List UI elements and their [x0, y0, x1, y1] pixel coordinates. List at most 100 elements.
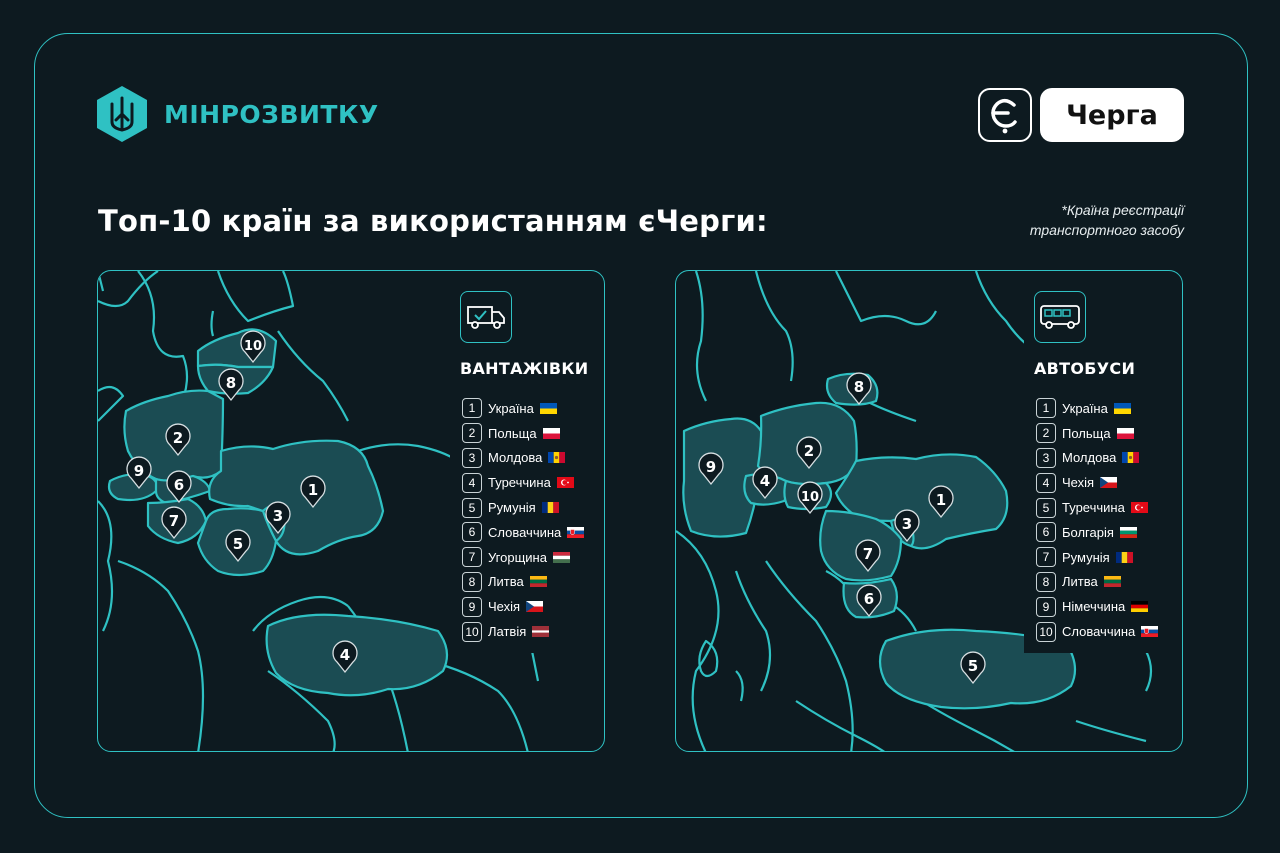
map-pin-1: 1: [928, 485, 954, 519]
list-item: 8 Литва: [1036, 570, 1158, 595]
map-pin-8: 8: [218, 368, 244, 402]
map-pin-10: 10: [797, 481, 823, 515]
flag-de-icon: [1131, 601, 1149, 613]
country-name: Чехія: [488, 599, 521, 615]
page-title: Топ-10 країн за використанням єЧерги:: [98, 204, 768, 238]
list-item: 6 Болгарія: [1036, 520, 1158, 545]
rank-badge: 10: [462, 621, 482, 642]
rank-badge: 7: [462, 547, 482, 568]
footnote-line-2: транспортного засобу: [1029, 222, 1184, 238]
map-pin-8: 8: [846, 372, 872, 406]
map-pin-label: 10: [244, 339, 262, 354]
country-name: Болгарія: [1062, 524, 1114, 540]
rank-badge: 6: [462, 522, 482, 543]
trucks-map-panel: 1 2 3 4 5 6 7 8 9 10 ВАНТАЖІВКИ 1 Україна 2 Польща 3 М…: [97, 270, 605, 752]
country-name: Польща: [488, 425, 537, 441]
trucks-map: 1 2 3 4 5 6 7 8 9 10: [98, 271, 540, 751]
map-pin-9: 9: [126, 456, 152, 490]
rank-badge: 9: [1036, 596, 1056, 617]
rank-badge: 6: [1036, 522, 1056, 543]
rank-badge: 2: [462, 423, 482, 444]
flag-hu-icon: [552, 551, 570, 563]
list-item: 4 Туреччина: [462, 470, 584, 495]
echerga-logo-icon: [978, 88, 1032, 142]
country-name: Чехія: [1062, 475, 1095, 491]
list-item: 10 Словаччина: [1036, 619, 1159, 644]
flag-pl-icon: [1116, 427, 1134, 439]
map-pin-label: 8: [854, 378, 864, 396]
flag-lv-icon: [532, 626, 550, 638]
map-pin-label: 3: [273, 507, 283, 525]
country-name: Німеччина: [1062, 599, 1126, 615]
list-item: 6 Словаччина: [462, 520, 585, 545]
ministry-logo: МІНРОЗВИТКУ: [94, 84, 379, 144]
flag-tr-icon: [1130, 502, 1148, 514]
country-name: Польща: [1062, 425, 1111, 441]
rank-badge: 1: [462, 398, 482, 419]
rank-badge: 9: [462, 596, 482, 617]
list-item: 7 Румунія: [1036, 545, 1158, 570]
map-pin-3: 3: [894, 509, 920, 543]
flag-ua-icon: [539, 402, 557, 414]
buses-map-markers: 1 2 3 4 5 6 7 8 9 10: [698, 372, 986, 685]
map-pin-10: 10: [240, 330, 266, 364]
list-item: 4 Чехія: [1036, 470, 1158, 495]
map-pin-2: 2: [165, 423, 191, 457]
buses-title: АВТОБУСИ: [1034, 359, 1136, 378]
country-name: Україна: [488, 400, 534, 416]
list-item: 9 Чехія: [462, 594, 584, 619]
rank-badge: 1: [1036, 398, 1056, 419]
flag-lt-icon: [1103, 576, 1121, 588]
list-item: 1 Україна: [462, 396, 584, 421]
footnote: *Країна реєстрації транспортного засобу: [1030, 200, 1184, 240]
map-pin-label: 7: [169, 512, 179, 530]
rank-badge: 8: [462, 571, 482, 592]
list-item: 1 Україна: [1036, 396, 1158, 421]
flag-ro-icon: [541, 502, 559, 514]
trucks-map-markers: 1 2 3 4 5 6 7 8 9 10: [126, 330, 358, 674]
buses-rows: 1 Україна 2 Польща 3 Молдова 4 Чехія 5 Туреччина 6…: [1036, 396, 1159, 644]
brand-name: Черга: [1040, 88, 1184, 142]
rank-badge: 10: [1036, 621, 1056, 642]
list-item: 2 Польща: [1036, 421, 1158, 446]
map-pin-1: 1: [300, 475, 326, 509]
flag-tr-icon: [556, 477, 574, 489]
rank-badge: 4: [1036, 472, 1056, 493]
country-name: Туреччина: [488, 475, 551, 491]
map-pin-7: 7: [855, 539, 881, 573]
list-item: 9 Німеччина: [1036, 594, 1158, 619]
trucks-title: ВАНТАЖІВКИ: [460, 359, 589, 378]
country-name: Туреччина: [1062, 500, 1125, 516]
footnote-line-1: *Країна реєстрації: [1061, 202, 1184, 218]
rank-badge: 3: [1036, 447, 1056, 468]
map-pin-label: 2: [173, 429, 183, 447]
map-pin-3: 3: [265, 501, 291, 535]
flag-lt-icon: [529, 576, 547, 588]
outer-frame: [34, 33, 1248, 818]
flag-cz-icon: [1100, 477, 1118, 489]
bus-icon: [1034, 291, 1086, 343]
rank-badge: 5: [1036, 497, 1056, 518]
country-name: Латвія: [488, 624, 527, 640]
trucks-rows: 1 Україна 2 Польща 3 Молдова 4 Туреччина 5 Румуні…: [462, 396, 585, 644]
map-pin-label: 2: [804, 442, 814, 460]
rank-badge: 2: [1036, 423, 1056, 444]
list-item: 2 Польща: [462, 421, 584, 446]
map-pin-7: 7: [161, 506, 187, 540]
flag-md-icon: [548, 452, 566, 464]
list-item: 3 Молдова: [1036, 446, 1158, 471]
map-pin-label: 6: [174, 476, 184, 494]
rank-badge: 7: [1036, 547, 1056, 568]
list-item: 5 Румунія: [462, 495, 584, 520]
map-pin-6: 6: [856, 584, 882, 618]
rank-badge: 5: [462, 497, 482, 518]
flag-bg-icon: [1119, 526, 1137, 538]
map-pin-6: 6: [166, 470, 192, 504]
map-pin-label: 4: [760, 472, 770, 490]
map-pin-5: 5: [960, 651, 986, 685]
map-pin-label: 3: [902, 515, 912, 533]
map-pin-5: 5: [225, 529, 251, 563]
flag-md-icon: [1122, 452, 1140, 464]
map-pin-label: 4: [340, 646, 350, 664]
map-pin-label: 1: [308, 481, 318, 499]
